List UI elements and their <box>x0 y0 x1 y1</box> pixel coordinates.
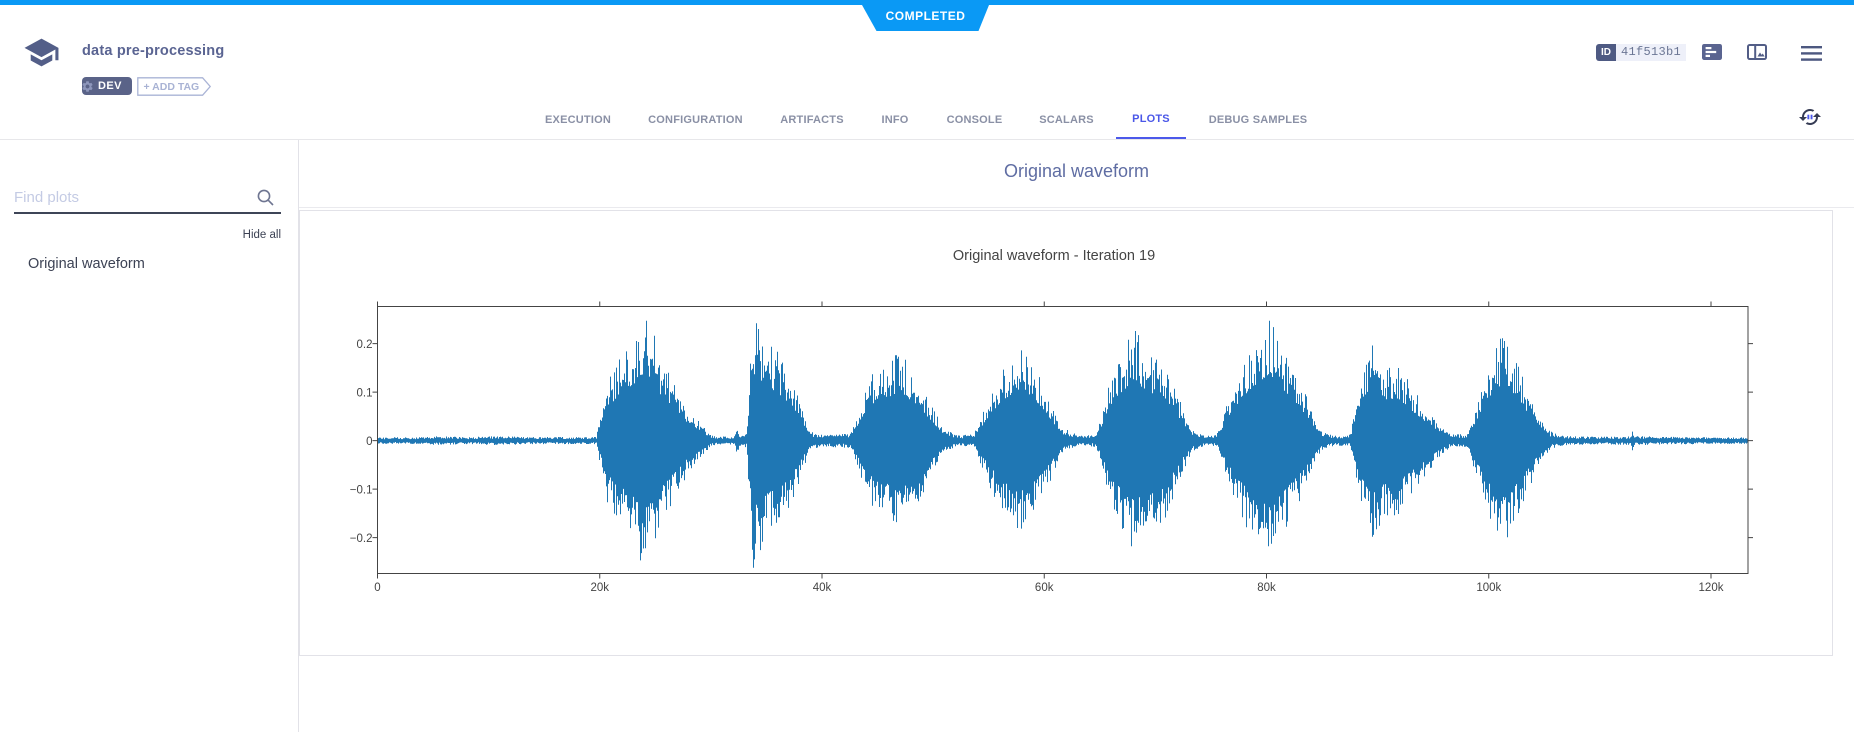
svg-text:Original waveform - Iteration: Original waveform - Iteration 19 <box>953 248 1155 264</box>
svg-text:0: 0 <box>374 582 380 594</box>
svg-text:40k: 40k <box>813 582 832 594</box>
svg-text:−0.2: −0.2 <box>350 533 373 545</box>
svg-text:0: 0 <box>366 436 372 448</box>
svg-text:80k: 80k <box>1257 582 1276 594</box>
svg-text:120k: 120k <box>1699 582 1724 594</box>
svg-text:−0.1: −0.1 <box>350 484 373 496</box>
svg-text:60k: 60k <box>1035 582 1054 594</box>
svg-text:20k: 20k <box>591 582 610 594</box>
svg-text:100k: 100k <box>1476 582 1501 594</box>
svg-text:0.1: 0.1 <box>357 387 373 399</box>
svg-text:0.2: 0.2 <box>357 339 373 351</box>
